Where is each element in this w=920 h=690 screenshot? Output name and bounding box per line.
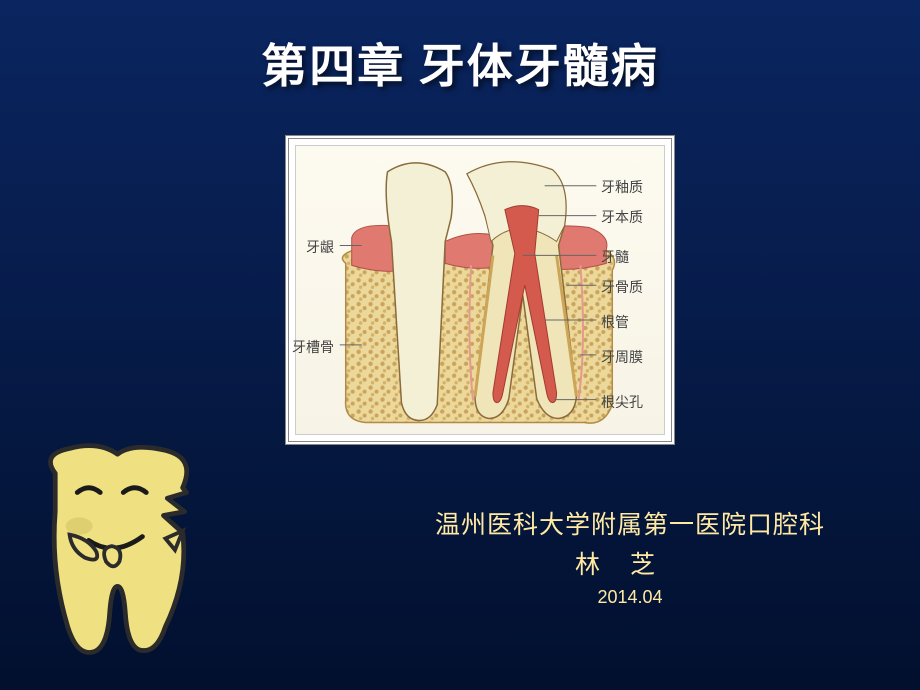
label-dentin: 牙本质 [601,207,643,227]
footer-date: 2014.04 [370,587,890,608]
page-title: 第四章 牙体牙髓病 [0,30,920,96]
footer-block: 温州医科大学附属第一医院口腔科 林芝 2014.04 [370,505,890,608]
anatomy-diagram-box: 牙釉质 牙本质 牙髓 牙骨质 根管 牙周膜 根尖孔 牙龈 牙槽骨 [285,135,675,445]
label-cementum: 牙骨质 [601,277,643,297]
label-apex: 根尖孔 [601,392,643,412]
footer-affiliation: 温州医科大学附属第一医院口腔科 [370,505,890,541]
mascot-tooth-icon [20,435,215,665]
label-enamel: 牙釉质 [601,177,643,197]
label-pulp: 牙髓 [601,247,629,267]
label-root-canal: 根管 [601,312,629,332]
label-alveolar-bone: 牙槽骨 [292,337,334,357]
label-pdl: 牙周膜 [601,347,643,367]
label-gingiva: 牙龈 [306,237,334,257]
anatomy-diagram: 牙釉质 牙本质 牙髓 牙骨质 根管 牙周膜 根尖孔 牙龈 牙槽骨 [295,145,665,435]
footer-author: 林芝 [370,545,890,581]
